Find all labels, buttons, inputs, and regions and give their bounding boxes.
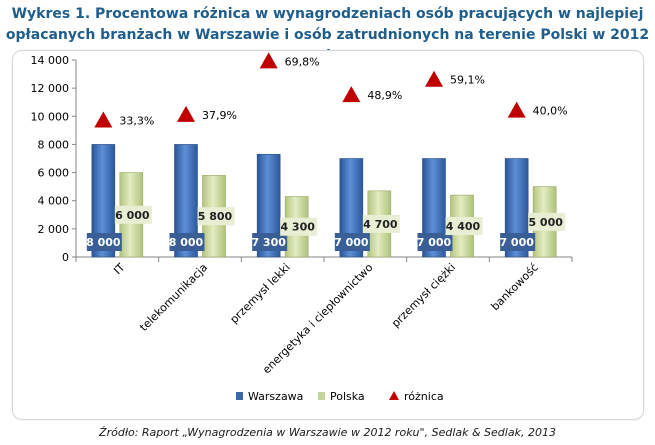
marker-roznica: [425, 70, 443, 87]
chart-title: Wykres 1. Procentowa różnica w wynagrodz…: [0, 4, 655, 67]
marker-label: 33,3%: [119, 115, 154, 128]
data-label-box-warszawa: [500, 233, 536, 251]
title-line-1: Wykres 1. Procentowa różnica w wynagrodz…: [11, 6, 644, 22]
marker-label: 59,1%: [450, 74, 485, 87]
x-tick-label: bankowość: [489, 261, 541, 313]
legend-swatch: [236, 392, 243, 400]
y-tick-label: 4 000: [38, 195, 70, 208]
y-tick-label: 6 000: [38, 167, 70, 180]
data-label-warszawa: 8 000: [86, 236, 121, 249]
bar-warszawa: [422, 158, 446, 258]
x-tick-label: przemysł lekki: [228, 261, 293, 326]
legend-marker: [389, 391, 399, 400]
data-label-box-warszawa: [334, 233, 370, 251]
y-tick-label: 12 000: [31, 82, 70, 95]
data-label-polska: 6 000: [115, 209, 150, 222]
bar-warszawa: [339, 158, 364, 258]
x-tick-label: IT: [111, 261, 127, 277]
data-label-warszawa: 7 300: [251, 236, 286, 249]
y-tick-label: 14 000: [31, 54, 70, 67]
data-label-box-warszawa: [252, 233, 288, 251]
data-label-box-polska: [280, 217, 318, 236]
y-tick-label: 8 000: [38, 138, 70, 151]
data-label-polska: 4 700: [363, 218, 398, 231]
x-tick-label: telekomunikacja: [137, 261, 210, 334]
bar-warszawa: [504, 158, 529, 258]
legend-swatch: [318, 392, 325, 400]
marker-roznica: [259, 52, 278, 69]
data-label-box-warszawa: [417, 233, 453, 251]
data-label-box-polska: [197, 207, 235, 226]
bar-warszawa: [256, 153, 281, 258]
bar-warszawa: [91, 144, 116, 258]
data-label-polska: 5 800: [198, 210, 233, 223]
marker-label: 37,9%: [202, 109, 237, 122]
data-label-box-polska: [445, 217, 483, 236]
x-tick-label: przemysł ciężki: [389, 261, 458, 330]
marker-roznica: [177, 105, 195, 122]
data-label-box-polska: [362, 214, 400, 233]
data-label-polska: 4 300: [280, 221, 315, 234]
marker-roznica: [507, 101, 526, 118]
marker-label: 69,8%: [285, 55, 320, 68]
data-label-box-polska: [114, 205, 152, 224]
data-label-warszawa: 7 000: [417, 236, 452, 249]
y-tick-label: 10 000: [31, 110, 70, 123]
legend-label: Polska: [330, 390, 365, 403]
data-label-warszawa: 7 000: [334, 236, 369, 249]
marker-label: 40,0%: [533, 105, 568, 118]
data-label-polska: 4 400: [446, 220, 481, 233]
y-tick-label: 2 000: [38, 223, 70, 236]
marker-label: 48,9%: [367, 89, 402, 102]
y-tick-label: 0: [62, 251, 69, 264]
legend-label: Warszawa: [248, 390, 303, 403]
data-label-warszawa: 8 000: [169, 236, 204, 249]
marker-roznica: [94, 111, 113, 128]
marker-roznica: [342, 86, 361, 103]
data-label-box-warszawa: [86, 233, 122, 251]
data-label-box-warszawa: [169, 233, 205, 251]
bar-warszawa: [174, 144, 198, 258]
legend-label: różnica: [404, 390, 444, 403]
data-label-box-polska: [528, 212, 566, 231]
data-label-warszawa: 7 000: [499, 236, 534, 249]
source-note: Źródło: Raport „Wynagrodzenia w Warszawi…: [99, 426, 556, 439]
data-label-polska: 5 000: [528, 216, 563, 229]
